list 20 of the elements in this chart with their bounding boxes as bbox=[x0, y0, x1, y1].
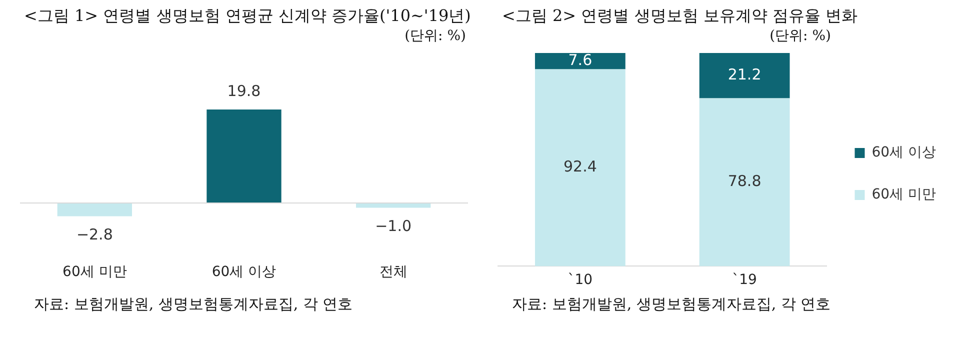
data-label: −1.0 bbox=[375, 217, 412, 236]
x-tick-label: `10 bbox=[568, 272, 593, 288]
legend-label: 60세 이상 bbox=[872, 144, 936, 161]
data-label: 78.8 bbox=[728, 172, 762, 190]
data-label: 92.4 bbox=[563, 158, 597, 176]
x-tick-label: 전체 bbox=[379, 264, 408, 280]
chart-title: <그림 1> 연령별 생명보험 연평균 신계약 증가율('10~'19년) bbox=[24, 6, 472, 27]
x-tick-label: 60세 미만 bbox=[62, 264, 127, 280]
data-label: 19.8 bbox=[227, 82, 261, 100]
data-label: −2.8 bbox=[76, 226, 113, 244]
data-label: 7.6 bbox=[568, 50, 592, 69]
text: 자료: 보험개발원, 생명보험통계자료집, 각 연호 bbox=[512, 295, 832, 314]
x-tick-label: `19 bbox=[732, 272, 757, 288]
chart-title: <그림 2> 연령별 생명보험 보유계약 점유율 변화 bbox=[502, 6, 859, 27]
text: 자료: 보험개발원, 생명보험통계자료집, 각 연호 bbox=[34, 295, 354, 314]
legend-label: 60세 미만 bbox=[872, 186, 936, 203]
chart-subtitle: (단위: %) bbox=[768, 27, 831, 45]
x-tick-label: 60세 이상 bbox=[212, 264, 276, 280]
chart-subtitle: (단위: %) bbox=[404, 27, 466, 45]
data-label: 21.2 bbox=[728, 65, 762, 84]
